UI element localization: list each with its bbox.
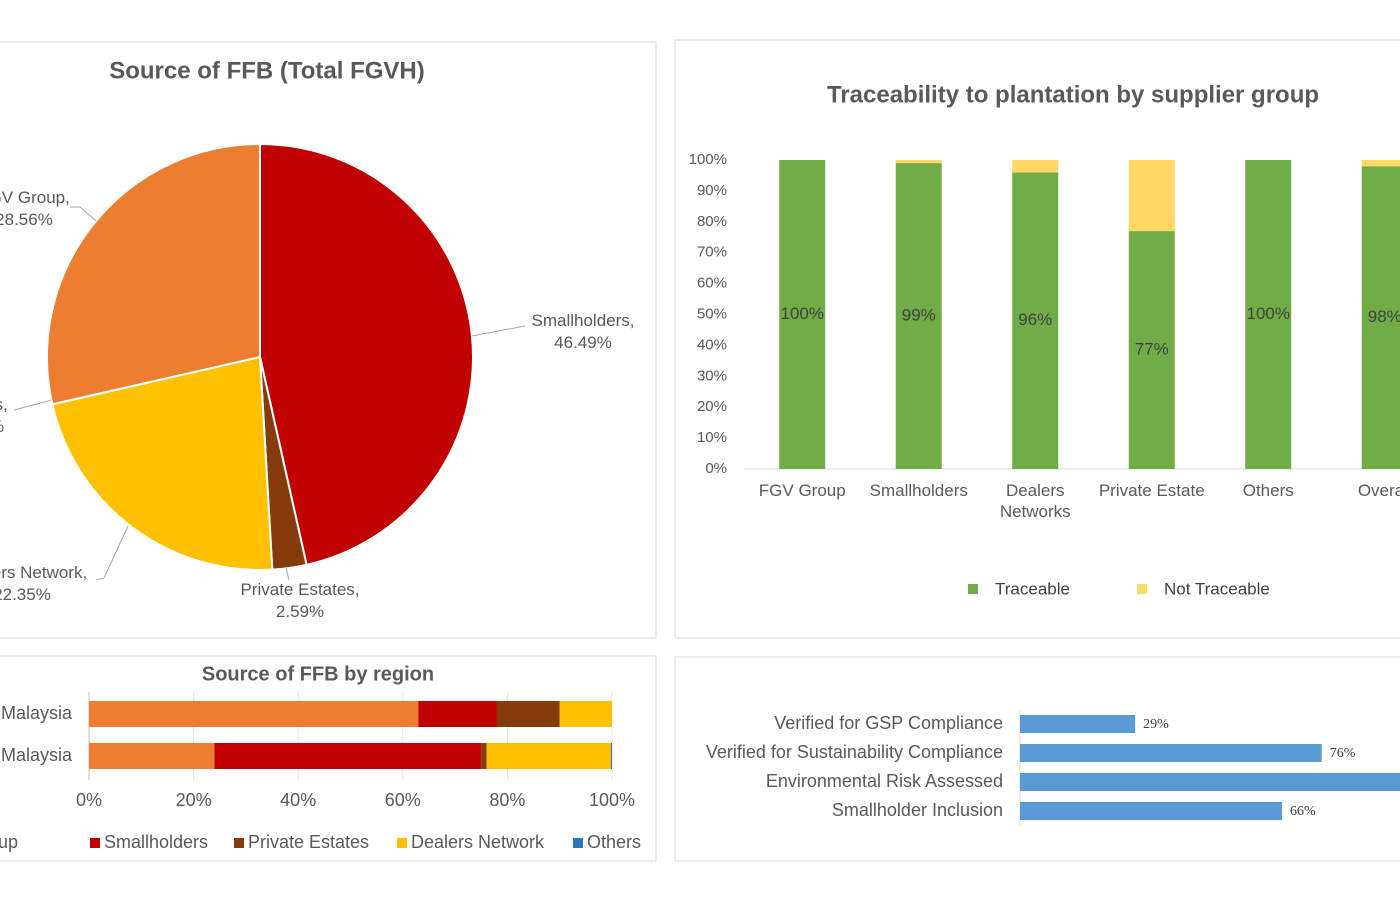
x-tick-label: FGV Group bbox=[759, 481, 846, 500]
y-tick-label: 70% bbox=[697, 244, 727, 261]
data-label: 96% bbox=[1018, 310, 1052, 329]
leader-line bbox=[471, 325, 526, 337]
y-tick-label: 80% bbox=[697, 213, 727, 230]
leader-line bbox=[95, 525, 129, 581]
bar-segment bbox=[89, 743, 215, 769]
bar-segment bbox=[486, 743, 611, 769]
bar-segment bbox=[895, 160, 942, 164]
data-label: 76% bbox=[1330, 746, 1356, 761]
y-tick-label: 60% bbox=[697, 275, 727, 292]
y-tick-label: 100% bbox=[689, 151, 727, 168]
legend-label: Smallholders bbox=[104, 832, 208, 852]
legend-label: Not Traceable bbox=[1164, 579, 1270, 598]
data-label: 100% bbox=[781, 304, 824, 323]
data-label: Smallholders, 46.49% bbox=[532, 311, 635, 352]
pie-slice bbox=[51, 355, 274, 571]
y-tick-label: 10% bbox=[697, 429, 727, 446]
y-tick-label: 50% bbox=[697, 305, 727, 322]
data-label: Private Estates, 2.59% bbox=[240, 580, 359, 621]
data-label: 100% bbox=[1247, 304, 1290, 323]
data-label: 66% bbox=[1290, 804, 1316, 819]
y-tick-label: Smallholder Inclusion bbox=[832, 800, 1003, 820]
data-label: Others,0.01% bbox=[0, 395, 8, 436]
legend-label: Private Estates bbox=[248, 832, 369, 852]
y-tick-label: Verified for GSP Compliance bbox=[774, 713, 1003, 733]
legend-swatch bbox=[90, 838, 100, 848]
bar-segment bbox=[1245, 160, 1292, 469]
y-tick-label: Verified for Sustainability Compliance bbox=[706, 742, 1003, 762]
x-tick-label: 20% bbox=[176, 790, 212, 810]
bar-segment bbox=[610, 743, 612, 769]
legend-swatch bbox=[573, 838, 583, 848]
x-tick-label: Smallholders bbox=[870, 481, 968, 500]
legend-swatch bbox=[1137, 584, 1147, 594]
y-tick-label: 0% bbox=[705, 460, 727, 477]
bar bbox=[1020, 744, 1322, 762]
x-tick-label: Dealers Networks bbox=[1000, 481, 1071, 521]
bar-segment bbox=[1012, 160, 1059, 173]
bar-segment bbox=[1012, 172, 1059, 470]
data-label: 99% bbox=[902, 306, 936, 325]
data-label: FGV Group,28.56% bbox=[0, 188, 70, 229]
data-label: 98% bbox=[1368, 307, 1400, 326]
legend-swatch bbox=[397, 838, 407, 848]
chart-title: Traceability to plantation by supplier g… bbox=[827, 81, 1319, 108]
pie-slice bbox=[46, 142, 261, 406]
chart-title: Source of FFB by region bbox=[202, 663, 434, 685]
legend-label: Others bbox=[587, 832, 641, 852]
y-tick-label: 30% bbox=[697, 367, 727, 384]
bar-segment bbox=[895, 163, 942, 469]
leader-line bbox=[285, 567, 290, 581]
data-label: 77% bbox=[1135, 340, 1169, 359]
bar-segment bbox=[1128, 231, 1175, 469]
legend-label: FGV Group bbox=[0, 832, 18, 852]
leader-line bbox=[13, 399, 53, 411]
x-tick-label: 60% bbox=[385, 790, 421, 810]
bar bbox=[1020, 802, 1283, 820]
y-tick-label: 40% bbox=[697, 336, 727, 353]
data-label: Dealers Network,22.35% bbox=[0, 563, 87, 604]
bar-segment bbox=[418, 701, 497, 727]
bar-segment bbox=[1361, 166, 1400, 469]
x-tick-label: 0% bbox=[76, 790, 102, 810]
legend-swatch bbox=[234, 838, 244, 848]
bar-segment bbox=[214, 743, 482, 769]
y-tick-label: 90% bbox=[697, 182, 727, 199]
bar-segment bbox=[779, 160, 826, 469]
bar bbox=[1020, 715, 1136, 733]
leader-line bbox=[70, 206, 97, 222]
x-tick-label: Others bbox=[1243, 481, 1294, 500]
legend-swatch bbox=[968, 584, 978, 594]
bar bbox=[1020, 773, 1400, 791]
chart-title: Source of FFB (Total FGVH) bbox=[109, 57, 425, 84]
bar-segment bbox=[559, 701, 612, 727]
bar-segment bbox=[496, 701, 560, 727]
bar-segment bbox=[481, 743, 487, 769]
x-tick-label: Overall bbox=[1358, 481, 1400, 500]
x-tick-label: 40% bbox=[280, 790, 316, 810]
y-tick-label: 20% bbox=[697, 398, 727, 415]
y-tick-label: East Malaysia bbox=[0, 745, 73, 765]
legend-label: Traceable bbox=[995, 579, 1070, 598]
y-tick-label: Environmental Risk Assessed bbox=[766, 771, 1003, 791]
x-tick-label: 80% bbox=[489, 790, 525, 810]
pie-slice bbox=[259, 142, 474, 567]
bar-segment bbox=[1361, 160, 1400, 167]
legend-label: Dealers Network bbox=[411, 832, 545, 852]
x-tick-label: Private Estate bbox=[1099, 481, 1205, 500]
y-tick-label: Peninsular Malaysia bbox=[0, 703, 73, 723]
bar-segment bbox=[89, 701, 419, 727]
x-tick-label: 100% bbox=[589, 790, 635, 810]
bar-segment bbox=[1128, 160, 1175, 232]
data-label: 29% bbox=[1143, 717, 1169, 732]
